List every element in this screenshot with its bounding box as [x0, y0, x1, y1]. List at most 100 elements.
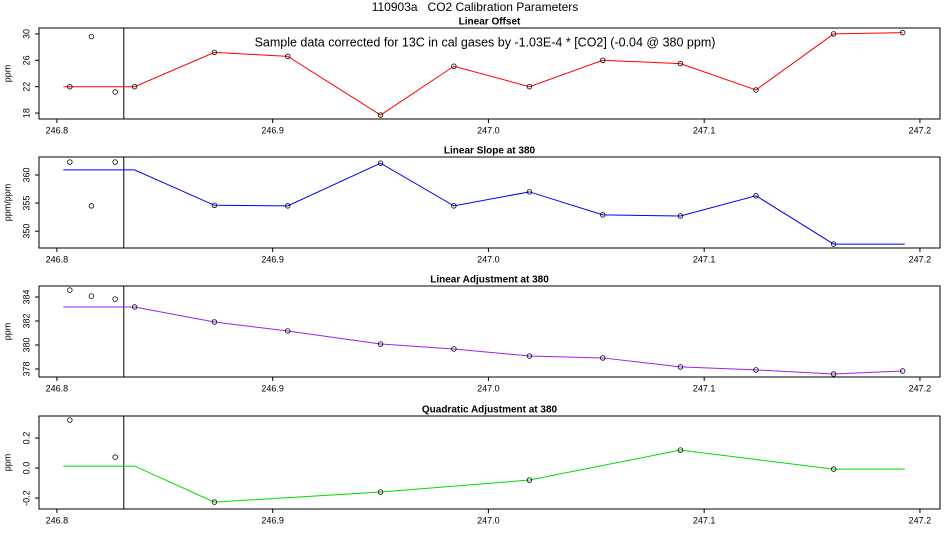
data-point — [88, 203, 95, 209]
data-point — [67, 287, 73, 293]
data-point — [67, 83, 73, 90]
x-tick-label: 246.9 — [261, 125, 284, 135]
data-point — [88, 33, 95, 40]
plot-frame — [38, 27, 941, 120]
data-point — [285, 203, 291, 209]
data-point — [830, 241, 837, 247]
plot-frame — [38, 156, 941, 249]
data-point — [112, 89, 118, 95]
data-point — [753, 87, 759, 93]
y-axis-label: ppm — [2, 454, 12, 472]
data-point — [211, 319, 218, 325]
data-point — [677, 447, 684, 453]
data-point — [377, 112, 384, 118]
data-point — [451, 203, 457, 209]
panel-title: Quadratic Adjustment at 380 — [422, 405, 558, 416]
data-point — [211, 499, 218, 505]
plot-frame — [38, 285, 941, 378]
data-point — [285, 53, 291, 60]
data-point — [526, 83, 533, 90]
data-line — [63, 306, 903, 375]
panel-title: Linear Slope at 380 — [444, 146, 536, 157]
data-point — [600, 212, 606, 218]
x-tick-label: 247.1 — [693, 125, 716, 135]
data-point — [131, 83, 138, 90]
panel-title: Linear Adjustment at 380 — [430, 275, 549, 286]
x-tick-label: 246.8 — [46, 515, 69, 525]
y-tick-label: 355 — [21, 196, 31, 211]
data-point — [377, 160, 384, 166]
x-tick-label: 246.8 — [46, 125, 69, 135]
y-tick-label: 0.0 — [21, 462, 31, 475]
data-point — [830, 466, 837, 472]
data-point — [67, 417, 73, 423]
y-tick-label: 378 — [21, 361, 31, 376]
data-point — [600, 355, 606, 361]
data-point — [677, 60, 684, 67]
x-tick-label: 246.9 — [261, 254, 284, 264]
plot-frame — [38, 415, 941, 510]
x-tick-label: 247.2 — [909, 254, 932, 264]
data-point — [526, 189, 533, 195]
y-tick-label: 22 — [21, 82, 31, 92]
data-point — [899, 29, 906, 36]
main-title: 110903a CO2 Calibration Parameters — [372, 0, 579, 14]
y-tick-label: 350 — [21, 224, 31, 239]
data-point — [451, 346, 457, 352]
x-tick-label: 247.0 — [477, 515, 500, 525]
data-point — [753, 367, 759, 373]
y-tick-label: 382 — [21, 313, 31, 328]
x-tick-label: 247.1 — [693, 383, 716, 393]
x-tick-label: 247.1 — [693, 254, 716, 264]
x-tick-label: 247.2 — [909, 383, 932, 393]
data-point — [526, 477, 533, 483]
data-point — [830, 371, 837, 377]
data-point — [753, 193, 759, 199]
data-point — [377, 489, 384, 495]
y-tick-label: 18 — [21, 108, 31, 118]
data-point — [377, 341, 384, 347]
y-tick-label: 30 — [21, 29, 31, 39]
data-point — [285, 328, 291, 334]
x-tick-label: 246.9 — [261, 515, 284, 525]
data-point — [211, 49, 218, 56]
data-point — [112, 296, 118, 302]
data-point — [67, 159, 73, 165]
y-tick-label: 0.2 — [21, 432, 31, 445]
data-point — [88, 293, 95, 299]
x-tick-label: 247.2 — [909, 515, 932, 525]
data-line — [63, 162, 905, 245]
x-tick-label: 246.8 — [46, 383, 69, 393]
data-point — [211, 202, 218, 209]
data-line — [63, 449, 905, 503]
data-point — [131, 304, 138, 310]
data-point — [899, 368, 906, 374]
data-point — [112, 159, 118, 165]
y-axis-label: ppm — [2, 323, 12, 341]
y-tick-label: 360 — [21, 167, 31, 182]
x-tick-label: 247.2 — [909, 125, 932, 135]
data-point — [830, 31, 837, 37]
data-point — [677, 213, 684, 219]
subtitle: Sample data corrected for 13C in cal gas… — [255, 35, 716, 49]
data-point — [526, 353, 533, 359]
x-tick-label: 246.8 — [46, 254, 69, 264]
x-tick-label: 246.9 — [261, 383, 284, 393]
x-tick-label: 247.0 — [477, 383, 500, 393]
data-point — [677, 364, 684, 370]
x-tick-label: 247.0 — [477, 254, 500, 264]
y-axis-label: ppm/ppm — [2, 184, 12, 222]
data-point — [600, 57, 606, 64]
x-tick-label: 247.0 — [477, 125, 500, 135]
y-tick-label: 384 — [21, 290, 31, 305]
data-point — [451, 63, 457, 69]
y-tick-label: 380 — [21, 337, 31, 352]
data-point — [112, 454, 118, 460]
y-tick-label: -0.2 — [21, 490, 31, 506]
panel-title: Linear Offset — [459, 17, 521, 28]
x-tick-label: 247.1 — [693, 515, 716, 525]
y-axis-label: ppm — [2, 65, 12, 83]
data-line — [63, 32, 903, 116]
